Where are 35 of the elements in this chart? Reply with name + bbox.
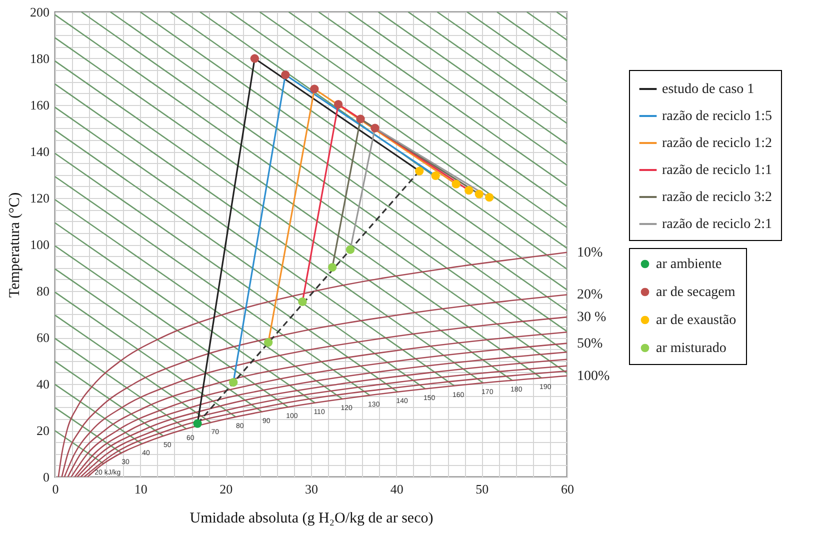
legend-label: razão de reciclo 1:2 (662, 136, 772, 151)
x-tick-label: 0 (52, 482, 59, 496)
y-tick-label: 140 (30, 144, 50, 159)
legend-label: estudo de caso 1 (662, 82, 754, 97)
legend-label: ar de exaustão (656, 313, 736, 328)
y-tick-label: 100 (30, 237, 50, 252)
x-tick-label: 50 (476, 482, 489, 496)
y-tick-label: 0 (43, 470, 50, 484)
x-tick-label: 40 (390, 482, 404, 496)
annotation: 10% (577, 245, 603, 260)
x-tick-label: 60 (561, 482, 574, 496)
y-tick-label: 180 (30, 51, 50, 66)
x-tick-label: 20 (220, 482, 233, 496)
annotation: 20% (577, 288, 603, 303)
annotation: 100% (577, 368, 610, 384)
y-tick-label: 160 (30, 98, 50, 112)
annotation: 50% (577, 336, 603, 352)
legend-label: razão de reciclo 1:5 (662, 109, 772, 124)
legend-label: razão de reciclo 1:1 (662, 163, 772, 178)
legend-label: ar de secagem (656, 285, 736, 300)
y-tick-label: 40 (36, 376, 50, 392)
annotation: 30 % (577, 310, 606, 326)
y-tick-label: 200 (30, 4, 50, 20)
x-tick-label: 30 (305, 482, 318, 496)
legend-label: ar ambiente (656, 257, 722, 272)
y-tick-label: 60 (36, 330, 50, 345)
legend-label: razão de reciclo 2:1 (662, 217, 772, 232)
legend-label: razão de reciclo 3:2 (662, 190, 772, 205)
y-tick-label: 20 (36, 423, 50, 438)
x-tick-label: 10 (134, 482, 148, 496)
legend-label: ar misturado (656, 341, 726, 356)
x-axis-title: Umidade absoluta (g H₂O/kg de ar seco) (190, 510, 434, 526)
y-axis-title: Temperatura (°C) (7, 192, 23, 298)
y-tick-label: 120 (30, 190, 50, 206)
y-tick-label: 80 (36, 284, 50, 298)
